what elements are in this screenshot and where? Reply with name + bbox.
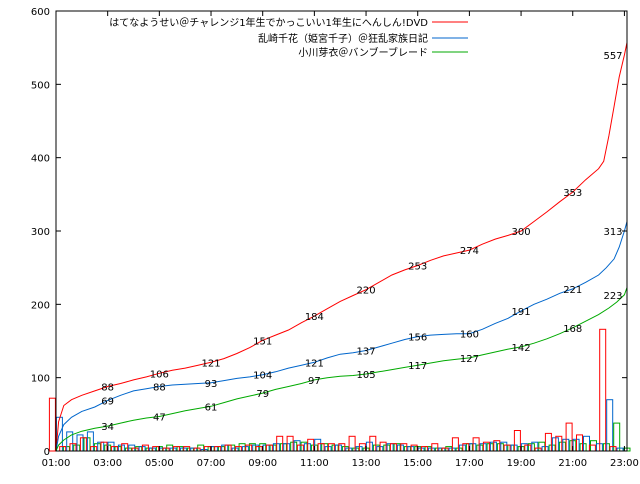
series-line-1 [55, 221, 628, 452]
data-label-s2-8: 142 [512, 343, 531, 354]
data-label-s1-7: 160 [460, 330, 479, 341]
data-label-s2-5: 105 [356, 370, 375, 381]
data-label-s0-0: 88 [101, 382, 114, 393]
data-label-s1-4: 121 [305, 358, 324, 369]
x-tick-label-4: 09:00 [248, 458, 277, 469]
x-tick-label-11: 23:00 [610, 458, 639, 469]
data-label-s0-8: 300 [512, 227, 531, 238]
axes: 0 100 200 300 400 500 600 01:00 03:00 05:00 07:00 0… [31, 7, 639, 469]
x-tick-label-6: 13:00 [352, 458, 381, 469]
y-tick-label-4: 400 [31, 154, 50, 165]
data-label-s0-5: 220 [356, 286, 375, 297]
data-label-s1-0: 69 [101, 396, 114, 407]
legend: はてなようせい＠チャレンジ1年生でかっこいい1年生にへんしん!DVD 乱崎千花（姫… [109, 16, 468, 59]
data-label-s1-6: 156 [408, 333, 427, 344]
legend-label-1: 乱崎千花（姫宮千子）＠狂乱家族日記 [258, 32, 428, 45]
bar-red-0 [48, 397, 56, 452]
data-label-s0-3: 151 [253, 336, 272, 347]
data-label-s0-4: 184 [305, 312, 324, 323]
y-tick-label-6: 600 [31, 7, 50, 18]
legend-label-2: 小川芽衣＠バンブーブレード [298, 46, 428, 59]
data-label-s1-5: 137 [356, 347, 375, 358]
x-tick-label-1: 03:00 [93, 458, 122, 469]
data-label-s2-1: 47 [153, 413, 166, 424]
plot-border [55, 10, 628, 452]
data-label-s2-6: 117 [408, 361, 427, 372]
data-label-s1-3: 104 [253, 371, 272, 382]
series-line-2 [55, 287, 628, 452]
data-labels: 88 106 121 151 184 220 253 274 300 353 557 69 88 93 10… [101, 51, 622, 433]
y-tick-label-5: 500 [31, 80, 50, 91]
series-lines [55, 42, 628, 452]
x-tick-label-5: 11:00 [300, 458, 329, 469]
data-label-s0-7: 274 [460, 246, 479, 257]
y-tick-label-0: 0 [44, 447, 50, 458]
data-label-s2-9: 168 [563, 324, 582, 335]
data-label-s0-2: 121 [201, 358, 220, 369]
legend-label-0: はてなようせい＠チャレンジ1年生でかっこいい1年生にへんしん!DVD [109, 16, 428, 29]
data-label-s1-8: 191 [512, 307, 531, 318]
data-label-s1-9: 221 [563, 285, 582, 296]
data-label-s1-2: 93 [205, 379, 218, 390]
data-label-s0-1: 106 [150, 369, 169, 380]
data-label-s0-9: 353 [563, 188, 582, 199]
x-tick-label-0: 01:00 [42, 458, 71, 469]
data-label-s0-6: 253 [408, 261, 427, 272]
y-tick-label-2: 200 [31, 300, 50, 311]
data-label-s1-1: 88 [153, 382, 166, 393]
x-tick-label-10: 21:00 [558, 458, 587, 469]
x-tick-label-2: 05:00 [145, 458, 174, 469]
data-label-s2-3: 79 [256, 389, 269, 400]
data-label-s1-10: 313 [603, 227, 622, 238]
data-label-s2-4: 97 [308, 376, 321, 387]
data-label-s0-10: 557 [603, 51, 622, 62]
x-tick-label-3: 07:00 [197, 458, 226, 469]
data-label-s2-7: 127 [460, 354, 479, 365]
y-tick-label-1: 100 [31, 374, 50, 385]
plot-frame [55, 10, 628, 452]
x-tick-label-7: 15:00 [403, 458, 432, 469]
x-tick-label-9: 19:00 [507, 458, 536, 469]
x-tick-label-8: 17:00 [455, 458, 484, 469]
series-line-0 [55, 42, 628, 452]
data-label-s2-0: 34 [101, 422, 114, 433]
bar-red-53 [599, 328, 607, 452]
data-label-s2-10: 223 [603, 291, 622, 302]
y-tick-label-3: 300 [31, 227, 50, 238]
data-label-s2-2: 61 [205, 402, 218, 413]
